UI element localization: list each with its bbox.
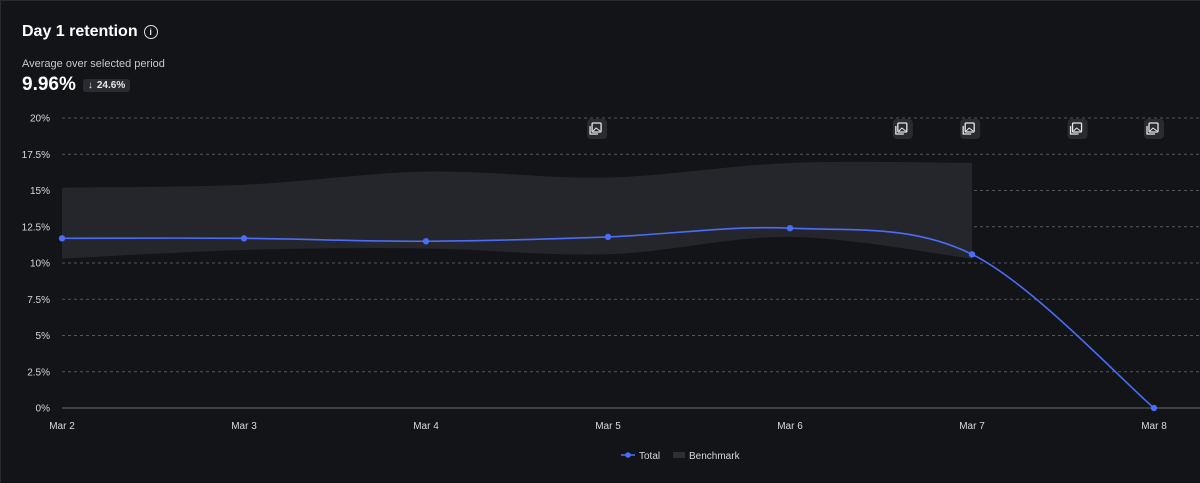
metric-value: 9.96% xyxy=(22,74,76,95)
data-point-total[interactable] xyxy=(58,235,66,242)
x-tick-label: Mar 7 xyxy=(959,421,985,432)
image-gallery-icon[interactable] xyxy=(587,119,608,139)
y-tick-label: 2.5% xyxy=(27,367,50,378)
image-gallery-icon[interactable] xyxy=(892,119,913,139)
data-point-total[interactable] xyxy=(1150,404,1158,412)
legend-marker-total xyxy=(625,452,631,458)
card-title-row: Day 1 retention i xyxy=(22,23,158,41)
metric-subtitle: Average over selected period xyxy=(22,58,165,70)
legend-label-benchmark[interactable]: Benchmark xyxy=(689,451,741,462)
legend-label-total[interactable]: Total xyxy=(639,451,660,462)
series-line-total xyxy=(61,226,1155,409)
data-point-total[interactable] xyxy=(240,235,248,242)
y-tick-label: 7.5% xyxy=(27,295,50,306)
y-tick-label: 0% xyxy=(36,404,51,415)
y-tick-label: 15% xyxy=(30,186,50,197)
image-gallery-icon[interactable] xyxy=(1144,119,1164,139)
image-gallery-icon[interactable] xyxy=(960,119,981,139)
data-point-total[interactable] xyxy=(786,225,794,232)
data-point-total[interactable] xyxy=(604,233,612,241)
data-point-total[interactable] xyxy=(968,251,976,258)
x-tick-label: Mar 2 xyxy=(49,421,75,432)
metric-row: 9.96% ↓ 24.6% xyxy=(22,74,131,96)
y-tick-label: 5% xyxy=(36,331,51,342)
data-point-total[interactable] xyxy=(422,238,430,245)
y-tick-label: 17.5% xyxy=(22,150,50,161)
delta-value: 24.6% xyxy=(96,79,126,91)
y-tick-label: 10% xyxy=(30,259,50,270)
x-tick-label: Mar 4 xyxy=(413,421,439,432)
y-tick-label: 12.5% xyxy=(22,222,50,233)
x-tick-label: Mar 5 xyxy=(595,421,621,432)
info-circle-icon[interactable]: i xyxy=(143,25,158,39)
x-tick-label: Mar 3 xyxy=(231,421,257,432)
benchmark-band xyxy=(62,161,972,259)
legend-swatch-benchmark xyxy=(673,452,685,458)
y-tick-label: 20% xyxy=(30,114,50,125)
delta-badge: ↓ 24.6% xyxy=(82,78,131,92)
x-tick-label: Mar 6 xyxy=(777,421,803,432)
image-gallery-icon[interactable] xyxy=(1067,119,1088,139)
card-title: Day 1 retention xyxy=(22,23,138,40)
x-tick-label: Mar 8 xyxy=(1141,421,1167,432)
arrow-down-icon: ↓ xyxy=(87,79,93,91)
